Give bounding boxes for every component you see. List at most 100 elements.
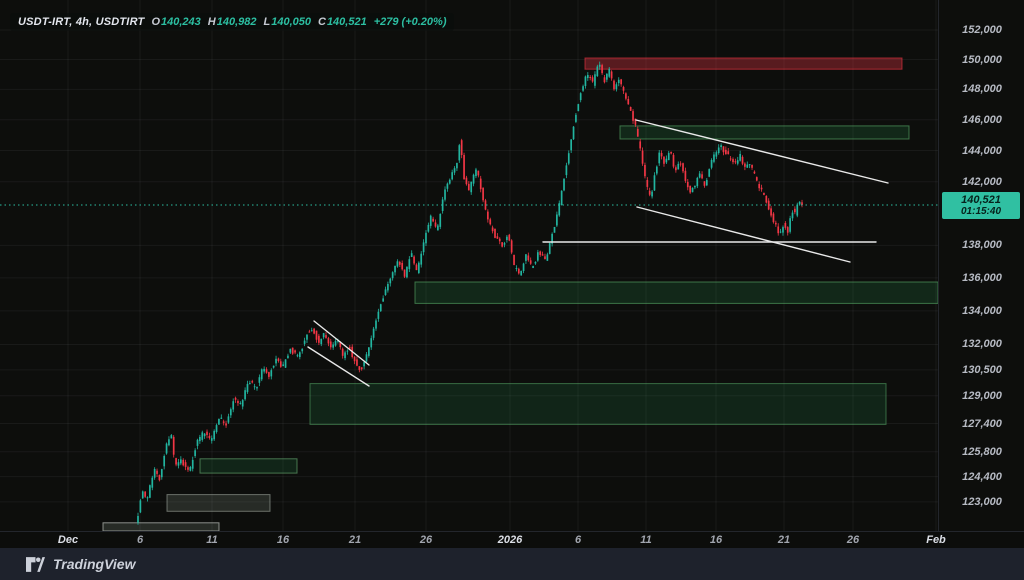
candle-body [251,381,254,383]
candle-body [282,364,285,367]
candle-body [160,469,163,478]
candle-body [501,242,503,247]
candle-body [689,185,692,193]
candle-body [372,328,375,338]
supply-zone-150k[interactable] [584,57,903,70]
ohlc-close: C140,521 [317,16,367,28]
candle-body [375,320,377,329]
candle-body [675,167,677,171]
candle-body [284,359,287,368]
candle-body [370,338,373,348]
symbol-legend[interactable]: USDT-IRT, 4h, USDTIRT O140,243 H140,982 … [10,13,455,31]
candle-body [239,403,242,404]
candle-body [487,211,489,220]
candle-body [648,190,651,195]
candle-body [615,84,618,90]
candle-body [227,416,230,423]
price-axis-label: 142,000 [962,176,1002,188]
demand-zone-128k[interactable] [309,383,887,425]
candle-body [594,74,596,86]
price-axis-label: 144,000 [962,145,1002,157]
candle-body [320,338,323,345]
candle-body [632,111,634,121]
channel-lower-line[interactable] [636,206,851,263]
candle-body [215,425,218,432]
price-change: +279 (+0.20%) [373,16,447,28]
demand-zone-135k[interactable] [414,281,938,304]
price-axis[interactable]: 140,521 01:15:40 152,000 150,000 148,000 14… [938,0,1024,548]
candle-body [298,352,301,357]
candle-body [544,256,546,260]
candle-body [596,66,599,77]
candle-body [608,68,611,77]
candle-body [334,340,337,346]
price-axis-label: 136,000 [962,272,1002,284]
flag-upper-line[interactable] [313,320,370,366]
candle-body [165,443,168,454]
candle-body [456,162,458,169]
candle-body [149,485,151,498]
candle-body [279,361,282,367]
channel-upper-line[interactable] [635,119,889,184]
candlestick-chart[interactable] [0,0,938,531]
candle-body [663,156,665,164]
candle-body [763,192,765,195]
price-axis-label: 129,000 [962,390,1002,402]
candle-body [665,158,668,163]
candle-body [222,421,225,423]
candle-body [187,467,189,470]
candle-body [270,370,273,377]
candle-body [396,261,399,267]
flag-lower-line[interactable] [307,346,370,387]
candle-body [303,340,306,344]
time-axis[interactable]: Dec 6 11 16 21 26 2026 6 11 16 21 26 Feb [0,531,1024,549]
current-price-value: 140,521 [961,193,1001,206]
candle-body [617,79,620,84]
candle-body [748,164,751,166]
candle-body [498,238,501,242]
candle-body [772,213,775,223]
time-axis-label: 11 [206,534,218,546]
candle-body [463,155,465,180]
candle-body [741,156,744,164]
candle-body [551,233,553,244]
tradingview-logo-icon[interactable] [26,556,45,573]
candle-body [639,141,642,149]
candle-body [172,436,175,455]
candle-body [365,354,368,362]
symbol-title: USDT-IRT, 4h, USDTIRT [18,16,145,28]
candle-body [503,243,506,245]
candle-body [796,204,799,216]
candle-body [491,227,494,232]
candle-body [696,177,699,187]
candle-body [629,107,632,111]
candle-body [141,491,144,499]
candle-body [391,272,394,279]
time-axis-label: 16 [709,534,723,546]
demand-zone-122k[interactable] [102,522,220,531]
candle-body [170,435,173,439]
tradingview-brand-text[interactable]: TradingView [53,556,136,572]
price-axis-label: 127,400 [962,418,1002,430]
candle-body [517,268,520,274]
candle-body [532,265,534,268]
candle-body [770,208,772,216]
demand-zone-125k[interactable] [199,458,298,474]
candle-body [229,409,232,416]
candle-body [389,278,392,284]
candle-body [356,359,358,366]
candle-body [655,166,658,174]
demand-zone-145k[interactable] [619,125,910,140]
candle-body [360,367,363,370]
candle-body [684,170,687,181]
candle-body [758,184,761,189]
ohlc-open: O140,243 [151,16,201,28]
candle-body [677,163,680,170]
footer-bar: TradingView [0,548,1024,580]
demand-zone-123k[interactable] [166,494,271,512]
candle-body [263,368,265,372]
candle-body [322,333,325,338]
chart-plot-area[interactable]: USDT-IRT, 4h, USDTIRT O140,243 H140,982 … [0,0,938,531]
candle-body [539,251,542,255]
candle-body [494,229,496,238]
